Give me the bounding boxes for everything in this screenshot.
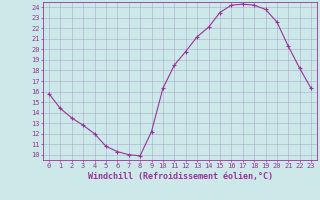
- X-axis label: Windchill (Refroidissement éolien,°C): Windchill (Refroidissement éolien,°C): [87, 172, 273, 181]
